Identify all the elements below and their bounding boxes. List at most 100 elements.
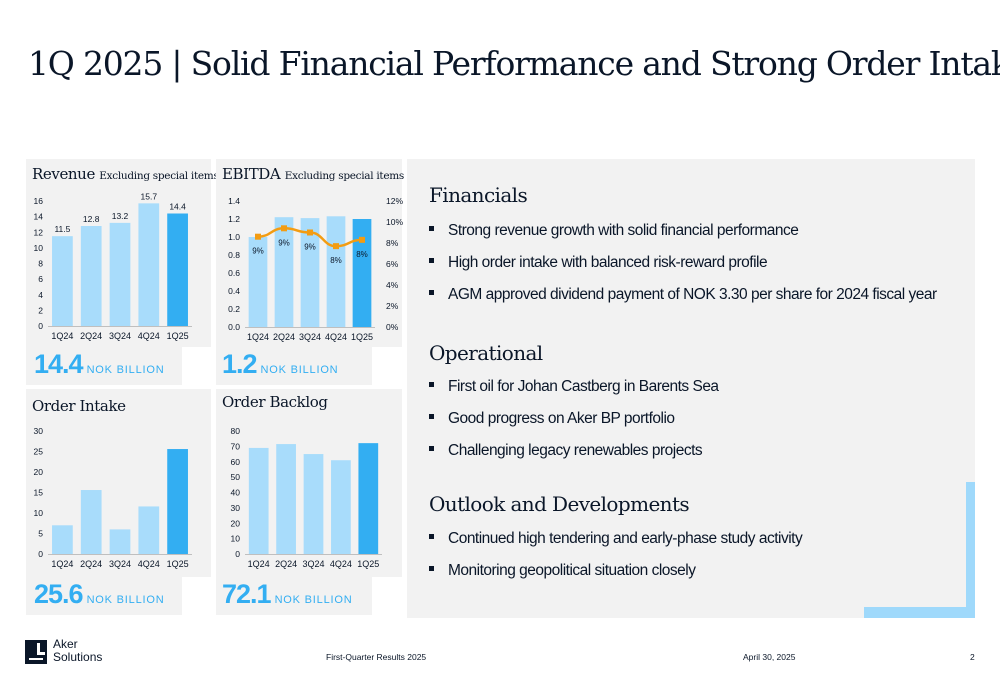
y-tick-label: 50 — [231, 472, 241, 482]
margin-point — [307, 229, 313, 236]
y2-tick-label: 6% — [386, 259, 399, 269]
bullet-square-icon — [429, 290, 434, 296]
bar — [138, 506, 160, 554]
y-tick-label: 40 — [231, 488, 241, 498]
order-backlog-unit: NOK BILLION — [274, 594, 353, 606]
order-backlog-big-number: 72.1 NOK BILLION — [222, 579, 352, 610]
bar — [248, 447, 269, 554]
decorative-corner-horizontal — [864, 607, 975, 618]
x-tick-label: 1Q24 — [248, 559, 270, 569]
x-tick-label: 1Q25 — [167, 559, 189, 569]
y-tick-label: 70 — [231, 441, 241, 451]
y-tick-label: 1.0 — [228, 232, 240, 242]
order-backlog-title: Order Backlog — [222, 393, 328, 411]
ebitda-big-number-box: 1.2 NOK BILLION — [216, 347, 372, 385]
order-intake-big-number: 25.6 NOK BILLION — [34, 579, 164, 610]
ebitda-unit: NOK BILLION — [260, 364, 339, 376]
bar — [303, 454, 324, 554]
section-title-operational: Operational — [429, 341, 543, 365]
revenue-subtitle: Excluding special items — [99, 170, 219, 182]
bar — [52, 236, 73, 326]
y-tick-label: 16 — [34, 196, 44, 206]
bullet-item: High order intake with balanced risk-rew… — [429, 254, 768, 272]
order-intake-panel: 0 5 10 15 20 25 30 1Q24 2Q24 3Q24 4Q24 1Q25 Order I… — [26, 389, 211, 577]
y-tick-label: 12 — [34, 227, 44, 237]
y-tick-label: 80 — [231, 426, 241, 436]
x-tick-label: 4Q24 — [138, 559, 160, 569]
ebitda-panel: 0.0 0.2 0.4 0.6 0.8 1.0 1.2 1.4 1Q24 2Q24 3Q24 4Q24… — [216, 159, 404, 347]
y-tick-label: 30 — [231, 503, 241, 513]
y-tick-label: 25 — [34, 447, 44, 457]
margin-point — [281, 225, 287, 232]
section-title-financials: Financials — [429, 183, 528, 207]
order-intake-chart: 0 5 10 15 20 25 30 1Q24 2Q24 3Q24 4Q24 1Q25 — [34, 426, 192, 569]
bar — [352, 219, 372, 327]
bar — [80, 490, 102, 554]
y2-tick-label: 12% — [386, 196, 403, 206]
order-intake-value: 25.6 — [34, 579, 84, 609]
bullet-square-icon — [429, 534, 434, 540]
y-tick-label: 8 — [38, 259, 43, 269]
margin-point — [333, 243, 339, 250]
x-tick-label: 2Q24 — [80, 331, 102, 341]
x-tick-label: 1Q24 — [51, 559, 73, 569]
order-intake-title: Order Intake — [32, 397, 126, 415]
bullet-square-icon — [429, 226, 434, 232]
data-label: 12.8 — [83, 214, 100, 224]
x-tick-label: 4Q24 — [325, 332, 347, 342]
order-backlog-chart: 0 10 20 30 40 50 60 70 80 1Q24 2Q24 3Q24 4Q24 1Q25 — [231, 426, 382, 569]
y-tick-label: 10 — [34, 508, 44, 518]
order-backlog-panel: 0 10 20 30 40 50 60 70 80 1Q24 2Q24 3Q24 4Q24 1Q25 Or… — [216, 389, 402, 577]
y-tick-label: 4 — [38, 290, 43, 300]
bullet-square-icon — [429, 258, 434, 264]
margin-label: 8% — [330, 256, 342, 265]
bar — [138, 203, 160, 326]
revenue-value: 14.4 — [34, 349, 84, 379]
bullet-item: AGM approved dividend payment of NOK 3.3… — [429, 286, 937, 304]
data-label: 15.7 — [141, 191, 158, 201]
order-backlog-value: 72.1 — [222, 579, 272, 609]
x-tick-label: 3Q24 — [109, 331, 131, 341]
bullet-item: Strong revenue growth with solid financi… — [429, 222, 799, 240]
bullet-item: First oil for Johan Castberg in Barents … — [429, 378, 719, 396]
y-tick-label: 0.0 — [228, 322, 240, 332]
revenue-big-number-box: 14.4 NOK BILLION — [26, 347, 182, 385]
y2-tick-label: 10% — [386, 217, 403, 227]
y2-tick-label: 8% — [386, 238, 399, 248]
y2-tick-label: 4% — [386, 280, 399, 290]
y-tick-label: 15 — [34, 488, 44, 498]
aker-logo-mark-icon — [25, 640, 47, 664]
bar — [331, 460, 351, 554]
x-tick-label: 1Q25 — [167, 331, 189, 341]
bullet-item: Challenging legacy renewables projects — [429, 442, 703, 460]
footer-date: April 30, 2025 — [743, 652, 796, 662]
revenue-title: Revenue Excluding special items — [32, 165, 219, 183]
y-tick-label: 10 — [231, 534, 241, 544]
margin-label: 9% — [252, 247, 264, 256]
margin-label: 9% — [304, 243, 316, 252]
y-tick-label: 0.4 — [228, 286, 240, 296]
y-tick-label: 0 — [235, 549, 240, 559]
margin-point — [359, 236, 365, 243]
order-intake-unit: NOK BILLION — [86, 594, 165, 606]
revenue-big-number: 14.4 NOK BILLION — [34, 349, 164, 380]
order-backlog-big-number-box: 72.1 NOK BILLION — [216, 577, 372, 615]
bar — [358, 443, 379, 554]
margin-point — [255, 233, 261, 240]
margin-label: 9% — [278, 238, 290, 247]
section-title-outlook: Outlook and Developments — [429, 492, 690, 516]
bar — [109, 529, 131, 554]
bar — [276, 444, 296, 554]
data-label: 13.2 — [112, 211, 129, 221]
bar — [248, 237, 268, 327]
x-tick-label: 1Q25 — [357, 559, 379, 569]
revenue-unit: NOK BILLION — [86, 364, 165, 376]
data-label: 14.4 — [169, 202, 186, 212]
x-tick-label: 1Q24 — [51, 331, 73, 341]
bullet-square-icon — [429, 414, 434, 420]
bullet-item: Continued high tendering and early-phase… — [429, 530, 803, 548]
x-tick-label: 3Q24 — [299, 332, 321, 342]
y-tick-label: 20 — [34, 467, 44, 477]
ebitda-big-number: 1.2 NOK BILLION — [222, 349, 338, 380]
bar — [326, 216, 346, 327]
